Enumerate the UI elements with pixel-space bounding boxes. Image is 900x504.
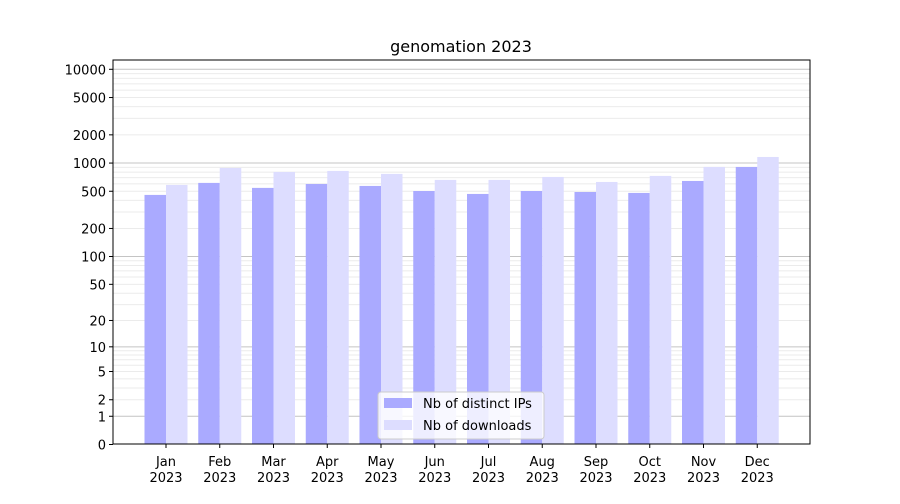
y-tick-label: 0 xyxy=(98,439,106,454)
x-tick-label-month: Mar xyxy=(261,455,286,470)
x-tick-label-year: 2023 xyxy=(687,471,720,486)
bar-distinct-ips xyxy=(144,194,166,445)
y-tick-label: 500 xyxy=(81,185,106,200)
y-tick-label: 5000 xyxy=(73,92,106,107)
bar-distinct-ips xyxy=(735,166,758,445)
legend-swatch xyxy=(384,398,412,408)
x-tick-label-year: 2023 xyxy=(418,471,451,486)
bar-distinct-ips xyxy=(252,187,274,445)
y-tick-label: 20 xyxy=(89,314,106,329)
chart-title: genomation 2023 xyxy=(390,37,532,56)
x-tick-label-year: 2023 xyxy=(472,471,505,486)
y-axis: 0 12 5 10 20 50 100 200 500 1000 2000 5000 10000 xyxy=(65,63,113,454)
bar-distinct-ips xyxy=(628,192,650,445)
bar-distinct-ips xyxy=(359,185,381,445)
x-tick-label-month: Jun xyxy=(424,455,445,470)
x-tick-label-year: 2023 xyxy=(741,471,774,486)
x-tick-label-month: Aug xyxy=(530,455,555,470)
plot-frame xyxy=(112,59,811,445)
bar-distinct-ips xyxy=(467,193,489,445)
bar-downloads xyxy=(649,175,672,445)
bar-distinct-ips xyxy=(413,191,435,445)
x-tick-label-month: Jan xyxy=(155,455,176,470)
bar-downloads xyxy=(273,171,295,445)
x-axis: Jan2023Feb2023Mar2023Apr2023May2023Jun20… xyxy=(149,444,774,486)
x-tick-label-month: Feb xyxy=(208,455,231,470)
bar-downloads xyxy=(596,181,618,445)
legend-label: Nb of downloads xyxy=(423,419,532,434)
bar-downloads xyxy=(542,176,564,445)
y-tick-label: 5 xyxy=(98,366,106,381)
bar-downloads xyxy=(381,173,403,445)
bar-downloads xyxy=(166,184,188,445)
bar-downloads xyxy=(434,179,457,445)
y-tick-label: 10000 xyxy=(65,63,106,78)
bars xyxy=(144,156,779,445)
bar-downloads xyxy=(757,156,779,445)
bar-distinct-ips xyxy=(574,191,596,445)
x-tick-label-year: 2023 xyxy=(526,471,559,486)
bar-downloads xyxy=(703,166,725,445)
y-tick-label: 200 xyxy=(81,222,106,237)
legend-label: Nb of distinct IPs xyxy=(423,397,532,412)
y-tick-label: 2000 xyxy=(73,129,106,144)
legend: Nb of distinct IPs Nb of downloads xyxy=(377,391,545,440)
legend-box xyxy=(377,391,545,440)
bar-downloads xyxy=(327,170,349,445)
bar-distinct-ips xyxy=(520,191,543,445)
x-tick-label-year: 2023 xyxy=(311,471,344,486)
bar-downloads xyxy=(488,179,510,445)
x-tick-label-month: Nov xyxy=(691,455,717,470)
bar-downloads xyxy=(219,167,242,445)
x-tick-label-year: 2023 xyxy=(364,471,397,486)
x-tick-label-year: 2023 xyxy=(149,471,182,486)
x-tick-label-month: Apr xyxy=(316,455,339,470)
y-tick-label: 2 xyxy=(98,394,106,409)
x-tick-label-month: Jul xyxy=(480,455,497,470)
x-tick-label-year: 2023 xyxy=(203,471,236,486)
y-tick-label: 50 xyxy=(89,278,106,293)
x-tick-label-month: Oct xyxy=(639,455,661,470)
x-tick-label-year: 2023 xyxy=(257,471,290,486)
bar-distinct-ips xyxy=(682,180,704,445)
y-tick-label: 1000 xyxy=(73,157,106,172)
x-tick-label-month: Sep xyxy=(584,455,609,470)
legend-swatch xyxy=(384,420,412,430)
y-tick-label: 1 xyxy=(98,410,106,425)
x-tick-label-year: 2023 xyxy=(579,471,612,486)
y-tick-label: 100 xyxy=(81,250,106,265)
y-tick-label: 10 xyxy=(89,341,106,356)
bar-distinct-ips xyxy=(305,183,328,445)
x-tick-label-month: May xyxy=(368,455,395,470)
x-tick-label-month: Dec xyxy=(745,455,770,470)
bar-distinct-ips xyxy=(198,182,220,445)
x-tick-label-year: 2023 xyxy=(633,471,666,486)
